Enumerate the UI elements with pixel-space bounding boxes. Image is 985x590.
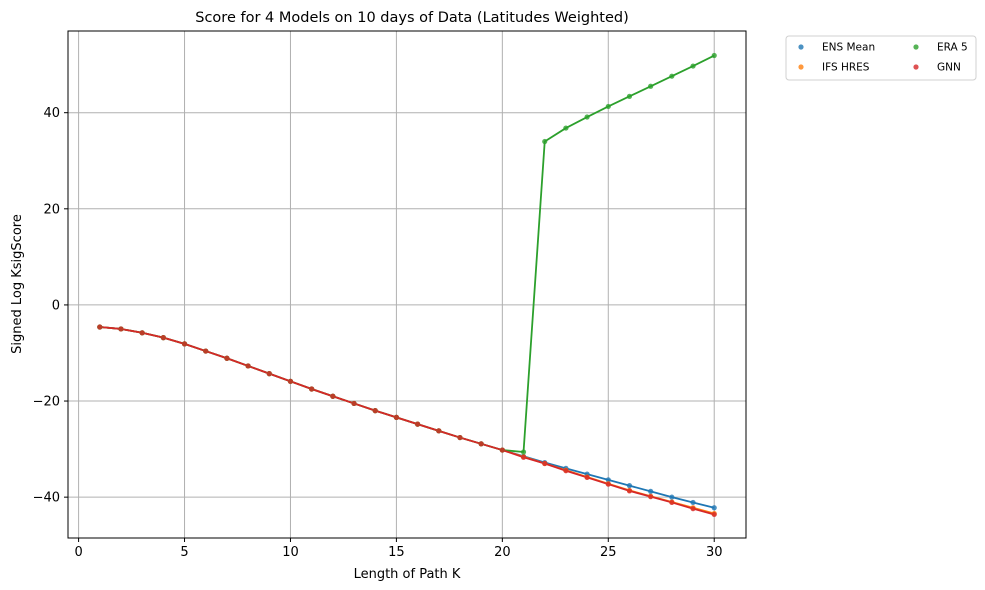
y-tick-label: −40 [33, 491, 60, 506]
data-point [605, 103, 611, 110]
tick-layer: 0 5 10 15 20 25 30 −40 −20 0 20 40 [33, 106, 723, 560]
data-point [351, 400, 357, 407]
data-point [648, 488, 654, 494]
y-tick-label: 20 [43, 202, 60, 217]
series-layer [97, 52, 717, 518]
y-tick-label: 40 [43, 106, 60, 121]
data-point [605, 477, 611, 483]
data-point [181, 341, 188, 347]
data-point [520, 449, 527, 455]
data-point [626, 488, 633, 494]
data-point [457, 434, 463, 441]
data-point [563, 468, 569, 474]
series-line [99, 326, 715, 509]
data-point [542, 138, 548, 145]
legend-marker [913, 44, 919, 50]
x-tick-label: 10 [282, 545, 299, 560]
data-point [478, 441, 484, 447]
data-point [520, 454, 527, 460]
data-point [690, 506, 696, 512]
y-axis-label: Signed Log KsigScore [10, 214, 25, 354]
y-tick-label: 0 [52, 298, 60, 313]
legend-marker [913, 64, 919, 70]
data-point [245, 363, 251, 369]
data-point [393, 414, 400, 420]
legend-label: ENS Mean [822, 42, 875, 54]
x-tick-label: 30 [706, 545, 723, 560]
data-point [711, 52, 717, 59]
data-point [224, 355, 230, 361]
legend-marker [798, 64, 804, 70]
legend-label: IFS HRES [822, 62, 870, 74]
data-point [97, 324, 103, 330]
data-point [669, 494, 675, 500]
data-point [648, 83, 654, 89]
data-point [542, 460, 548, 467]
x-tick-label: 5 [180, 545, 188, 560]
legend-label: GNN [937, 62, 961, 74]
data-point [118, 326, 124, 332]
data-point [711, 511, 717, 518]
x-tick-label: 20 [494, 545, 511, 560]
data-point [287, 378, 294, 384]
data-point [309, 386, 315, 392]
data-point [690, 499, 696, 506]
grid [68, 31, 746, 538]
x-axis-label: Length of Path K [354, 567, 461, 582]
data-point [605, 481, 611, 487]
plot-frame [67, 30, 747, 539]
data-point [690, 63, 696, 69]
x-tick-label: 15 [388, 545, 405, 560]
legend-marker [798, 44, 804, 50]
chart-title: Score for 4 Models on 10 days of Data (L… [195, 10, 628, 26]
data-point [203, 348, 209, 354]
data-point [499, 447, 505, 453]
data-point [626, 483, 633, 489]
data-point [626, 93, 633, 99]
y-tick-label: −20 [33, 395, 60, 410]
data-point [330, 393, 336, 399]
series-line [99, 54, 715, 453]
data-point [584, 474, 590, 481]
data-point [436, 428, 442, 434]
series-line [99, 326, 715, 516]
data-point [139, 330, 145, 336]
x-tick-label: 25 [600, 545, 617, 560]
data-point [414, 421, 421, 427]
legend-box [785, 35, 977, 81]
data-point [372, 408, 378, 414]
x-tick-label: 0 [74, 545, 82, 560]
data-point [669, 73, 675, 79]
data-point [563, 125, 569, 131]
legend-label: ERA 5 [937, 42, 968, 54]
data-point [669, 499, 675, 506]
legend: ENS Mean IFS HRES ERA 5 GNN [785, 35, 977, 81]
data-point [584, 114, 590, 120]
data-point [266, 371, 272, 377]
data-point [160, 335, 166, 341]
data-point [711, 505, 717, 511]
data-point [648, 494, 654, 500]
